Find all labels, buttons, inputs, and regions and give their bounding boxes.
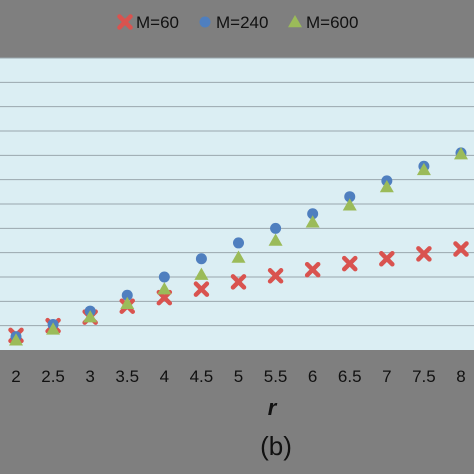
series-m-600 bbox=[9, 147, 468, 346]
x-tick-label: 4 bbox=[160, 367, 169, 386]
x-tick-label: 3 bbox=[85, 367, 94, 386]
x-tick-label: 6 bbox=[308, 367, 317, 386]
data-point bbox=[304, 261, 321, 278]
legend-label: M=240 bbox=[216, 13, 268, 32]
x-tick-label: 2 bbox=[11, 367, 20, 386]
legend-label: M=60 bbox=[136, 13, 179, 32]
x-tick-label: 3.5 bbox=[115, 367, 139, 386]
legend-marker bbox=[117, 14, 133, 30]
x-tick-label: 7 bbox=[382, 367, 391, 386]
legend-item: M=240 bbox=[199, 13, 268, 32]
data-point bbox=[379, 251, 395, 267]
legend-marker bbox=[288, 15, 302, 28]
data-point bbox=[233, 237, 244, 249]
data-point bbox=[342, 255, 358, 272]
legend: M=60 M=240 M=600 bbox=[117, 13, 358, 32]
data-point bbox=[416, 162, 431, 176]
data-point bbox=[83, 310, 98, 323]
data-point bbox=[9, 333, 23, 346]
data-point bbox=[194, 267, 209, 280]
data-point bbox=[195, 253, 207, 265]
legend-marker bbox=[199, 16, 211, 28]
data-point bbox=[344, 191, 356, 203]
legend-item: M=60 bbox=[117, 13, 179, 32]
legend-item: M=600 bbox=[288, 13, 358, 32]
data-point bbox=[193, 281, 210, 297]
data-point bbox=[342, 198, 357, 211]
x-axis-label: r bbox=[268, 395, 278, 420]
x-tick-label: 4.5 bbox=[190, 367, 214, 386]
data-point bbox=[270, 222, 282, 234]
x-tick-label: 5 bbox=[234, 367, 243, 386]
data-point bbox=[307, 208, 319, 220]
data-point bbox=[120, 296, 135, 310]
x-tick-label: 8 bbox=[456, 367, 465, 386]
legend-label: M=600 bbox=[306, 13, 358, 32]
x-tick-label: 2.5 bbox=[41, 367, 65, 386]
panel-label: (b) bbox=[260, 431, 292, 461]
data-point bbox=[305, 215, 320, 228]
x-tick-label: 7.5 bbox=[412, 367, 436, 386]
data-point bbox=[268, 233, 283, 246]
data-marks bbox=[8, 147, 469, 346]
data-point bbox=[157, 282, 172, 295]
data-point bbox=[231, 250, 246, 263]
data-point bbox=[121, 289, 133, 301]
data-point bbox=[230, 274, 247, 290]
data-point bbox=[454, 147, 468, 160]
data-point bbox=[267, 268, 284, 284]
data-point bbox=[453, 241, 469, 257]
gridlines bbox=[0, 57, 474, 327]
data-point bbox=[158, 271, 170, 283]
data-point bbox=[416, 246, 432, 262]
x-tick-label: 6.5 bbox=[338, 367, 362, 386]
x-tick-labels: 2 2.5 3 3.5 4 4.5 5 5.5 6 6.5 7 7.5 8 bbox=[11, 367, 465, 386]
data-point bbox=[46, 322, 61, 335]
x-tick-label: 5.5 bbox=[264, 367, 288, 386]
data-point bbox=[379, 179, 394, 193]
